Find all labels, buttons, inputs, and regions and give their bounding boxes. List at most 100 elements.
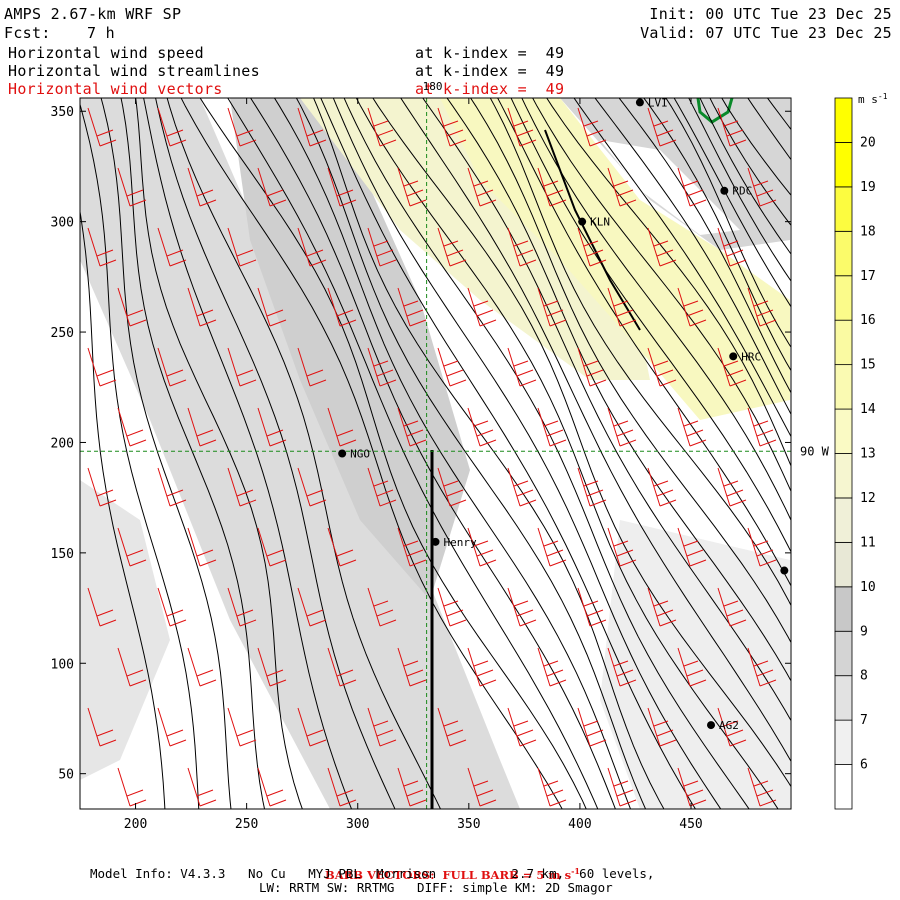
wind-barb — [607, 647, 637, 687]
wind-barb — [227, 467, 257, 507]
wind-barb — [677, 647, 707, 687]
wind-barb — [607, 407, 637, 447]
streamline — [143, 98, 353, 809]
fcst-value: 7 h — [87, 24, 115, 42]
wind-barb — [297, 467, 327, 507]
x-tick-label: 300 — [346, 817, 369, 832]
model-info-line-2: LW: RRTM SW: RRTMG DIFF: simple KM: 2D S… — [259, 880, 613, 895]
model-info-line-1: Model Info: V4.3.3 No Cu MYJ PBL Morriso… — [90, 866, 655, 881]
wind-barb — [157, 707, 187, 747]
streamline — [332, 98, 722, 809]
wind-barb — [647, 587, 677, 627]
wind-barb — [537, 767, 567, 807]
wind-barb — [117, 647, 147, 687]
station-label: RDC — [732, 185, 752, 198]
wind-barb — [227, 107, 257, 147]
wind-barb — [467, 527, 497, 567]
wind-barb — [257, 527, 287, 567]
wind-barb — [397, 287, 427, 327]
wind-barb — [647, 227, 677, 267]
colorbar-label: 15 — [860, 358, 876, 373]
colorbar-box — [834, 497, 853, 543]
wind-barb — [577, 107, 607, 147]
station-marker — [720, 186, 729, 195]
wind-barb — [117, 527, 147, 567]
streamline — [313, 98, 665, 809]
wind-barb — [367, 107, 397, 147]
wind-barb — [607, 527, 637, 567]
wind-barb — [677, 167, 707, 207]
wind-barb — [577, 227, 607, 267]
streamline — [100, 98, 232, 809]
streamline — [135, 98, 303, 809]
fcst-label: Fcst: — [4, 24, 51, 42]
y-tick-label: 350 — [51, 105, 74, 120]
barb-note-text: BARB VECTORS: FULL BARB = 5 m s — [325, 867, 572, 882]
colorbar-label: 14 — [860, 402, 876, 417]
wind-barb — [257, 767, 287, 807]
wind-barb — [187, 767, 217, 807]
wind-barb — [227, 227, 257, 267]
wind-barb — [507, 467, 537, 507]
colorbar-label: 13 — [860, 447, 876, 462]
colorbar-label: 8 — [860, 669, 868, 684]
x-tick-label: 200 — [124, 817, 147, 832]
wind-speed-shading — [600, 140, 740, 235]
streamline — [573, 98, 791, 438]
wind-barb — [747, 767, 777, 807]
wind-barb — [117, 287, 147, 327]
wind-barb — [577, 347, 607, 387]
wind-barb — [157, 107, 187, 147]
field-level-wind-speed: at k-index = 49 — [415, 44, 565, 62]
streamline — [120, 98, 266, 809]
colorbar-label: 17 — [860, 269, 876, 284]
wind-speed-shading — [80, 480, 170, 780]
streamline — [80, 208, 166, 809]
wind-barb — [507, 227, 537, 267]
wind-barb — [367, 707, 397, 747]
wind-barb — [227, 347, 257, 387]
colorbar-box — [834, 630, 853, 677]
streamline — [594, 98, 791, 416]
wind-barb — [157, 467, 187, 507]
wind-barb — [87, 107, 117, 147]
streamline — [665, 98, 791, 349]
wind-barb — [397, 407, 427, 447]
streamline — [546, 98, 791, 468]
colorbar-label: 19 — [860, 180, 876, 195]
wind-barb — [327, 647, 357, 687]
wind-barb — [537, 287, 567, 327]
wind-barb — [257, 167, 287, 207]
streamline — [489, 98, 791, 607]
wind-barb — [117, 767, 147, 807]
colorbar-box — [834, 586, 853, 632]
wind-barb — [717, 707, 747, 747]
wind-speed-shading — [230, 98, 470, 600]
wind-barb — [367, 347, 397, 387]
wind-barb — [187, 287, 217, 327]
wind-barb — [87, 467, 117, 507]
wind-barb — [467, 767, 497, 807]
colorbar-label: 16 — [860, 313, 876, 328]
wind-barb — [647, 467, 677, 507]
station-label: Henry — [444, 536, 477, 549]
bold-streamline — [544, 129, 641, 331]
wind-barb — [367, 587, 397, 627]
x-tick-label: 450 — [679, 817, 702, 832]
wind-barb — [747, 167, 777, 207]
wind-barb — [677, 287, 707, 327]
streamline — [521, 98, 791, 522]
wind-barb — [437, 347, 467, 387]
colorbar-box — [834, 97, 853, 143]
wind-barb — [577, 587, 607, 627]
wind-barb — [717, 587, 747, 627]
wind-barb — [157, 227, 187, 267]
station-marker — [707, 721, 716, 730]
init-time: Init: 00 UTC Tue 23 Dec 25 — [649, 5, 892, 23]
colorbar-box — [834, 541, 853, 588]
colorbar-label: 7 — [860, 713, 868, 728]
wind-barb — [117, 407, 147, 447]
wind-barb — [677, 527, 707, 567]
wind-barb — [467, 167, 497, 207]
